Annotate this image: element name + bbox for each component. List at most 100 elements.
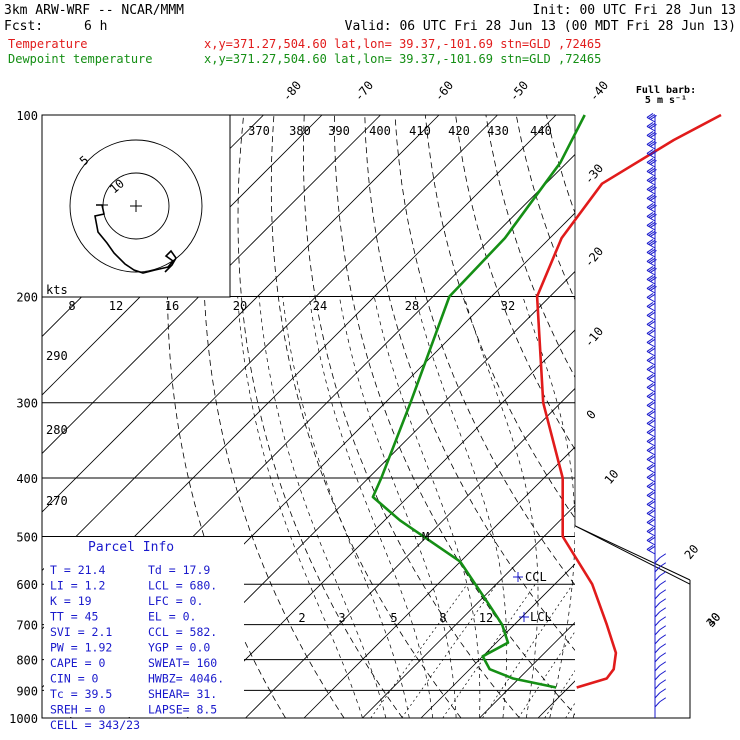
wind-barb-shaft (646, 530, 656, 537)
wind-barb-flag (646, 328, 654, 334)
wind-barb-flag (646, 409, 654, 415)
parcel-info-box: Parcel Info T = 21.4 Td = 17.9 LI = 1.2 LCL… (44, 537, 244, 732)
moist-adiabat (414, 296, 508, 718)
wind-barb-flag (646, 526, 654, 532)
wind-barb-shaft (646, 467, 656, 474)
wind-barb-shaft (646, 386, 656, 393)
dry-adiabat (334, 115, 575, 716)
parcel-info-right: Td = 17.9 (148, 563, 210, 577)
theta-label: 380 (289, 124, 311, 138)
pressure-label-400: 400 (16, 472, 38, 486)
wind-barb-flag (648, 510, 656, 515)
moist-adiabat (282, 296, 410, 718)
theta-label: 400 (369, 124, 391, 138)
wind-barb-flag (648, 240, 656, 245)
wind-barb-shaft (646, 332, 656, 339)
theta-label-left: 270 (46, 494, 68, 508)
parcel-info-left: TT = 45 (50, 610, 98, 624)
isotherm-label: -60 (432, 78, 457, 104)
pressure-label-600: 600 (16, 578, 38, 592)
dry-adiabat (607, 115, 740, 718)
theta-label-left: 290 (46, 349, 68, 363)
isotherm-line (655, 115, 740, 718)
wind-barb-shaft (646, 485, 656, 492)
wind-barb-flag (650, 142, 657, 147)
pressure-label-100: 100 (16, 109, 38, 123)
wind-barb-shaft (654, 584, 661, 591)
wind-barb-shaft (646, 494, 656, 501)
wind-barb-flag (650, 169, 657, 174)
dry-adiabat (424, 115, 575, 519)
mixing-ratio-line (370, 583, 468, 718)
wind-barbs (646, 112, 667, 708)
hodograph-trace (94, 204, 177, 274)
wind-barb-flag (646, 373, 654, 379)
wind-barb-flag (648, 501, 656, 506)
wind-barb-flag (646, 517, 654, 523)
marker-lcl: LCL (530, 610, 552, 624)
wind-barb-shaft (646, 413, 656, 420)
wind-barb-flag (646, 535, 654, 541)
mixing-ratio-label: 20 (233, 299, 247, 313)
wind-barb-flag (650, 250, 657, 255)
wind-barb-flag (646, 391, 654, 397)
moist-adiabat (597, 297, 673, 719)
parcel-info-right: CCL = 582. (148, 625, 217, 639)
wind-barb-shaft (646, 422, 656, 429)
wind-barb-flag (648, 249, 656, 254)
mixing-ratio-label-lower: 8 (439, 611, 446, 625)
mixing-ratio-label: 32 (501, 299, 515, 313)
profiles-layer (371, 113, 722, 689)
wind-barb-flag (646, 400, 654, 406)
parcel-info-left: SVI = 2.1 (50, 625, 112, 639)
moist-adiabat (572, 709, 575, 718)
mixing-ratio-line (565, 702, 575, 718)
wind-barb-flag (646, 157, 654, 163)
wind-barb-flag (648, 258, 656, 263)
wind-barb-shaft (646, 359, 656, 366)
wind-barb-flag (648, 456, 656, 461)
wind-barb-flag (659, 598, 667, 604)
wind-barb-flag (648, 384, 656, 389)
mixing-ratio-label: 16 (165, 299, 179, 313)
wind-barb-flag (646, 148, 654, 154)
wind-barb-flag (659, 670, 667, 676)
wind-barb-flag (646, 382, 654, 388)
wind-barb-flag (659, 661, 667, 667)
wind-barb-shaft (654, 593, 661, 600)
parcel-info-right: YGP = 0.0 (148, 641, 210, 655)
wind-barb-flag (648, 177, 656, 182)
wind-barb-shaft (654, 602, 661, 609)
wind-barb-flag (646, 184, 654, 190)
wind-barb-flag (648, 492, 656, 497)
isotherm-line (597, 115, 740, 718)
parcel-info-left: K = 19 (50, 594, 92, 608)
theta-label: 410 (409, 124, 431, 138)
parcel-info-right: EL = 0. (148, 610, 196, 624)
wind-barb-shaft (654, 647, 661, 654)
wind-barb-flag (648, 465, 656, 470)
wind-barb-shaft (654, 611, 661, 618)
wind-barb-flag (646, 463, 654, 469)
wind-barb-flag (646, 481, 654, 487)
pressure-label-200: 200 (16, 291, 38, 305)
wind-barb-flag (650, 124, 657, 129)
wind-barb-flag (650, 160, 657, 165)
wind-barb-flag (650, 196, 657, 201)
wind-barb-flag (646, 220, 654, 226)
wind-barb-flag (646, 202, 654, 208)
dry-adiabat (302, 115, 520, 718)
wind-barb-flag (646, 274, 654, 280)
isotherm-line (479, 621, 575, 718)
wind-barb-flag (646, 112, 654, 118)
wind-barb-flag (650, 205, 657, 210)
forecast-hours: 6 h (84, 19, 107, 34)
wind-barb-flag (648, 114, 656, 119)
wind-barb-shaft (646, 404, 656, 411)
pressure-label-700: 700 (16, 619, 38, 633)
wind-barb-flag (650, 214, 657, 219)
isotherm-label: -80 (280, 78, 305, 104)
theta-label: 440 (530, 124, 552, 138)
wind-barb-flag (648, 528, 656, 533)
